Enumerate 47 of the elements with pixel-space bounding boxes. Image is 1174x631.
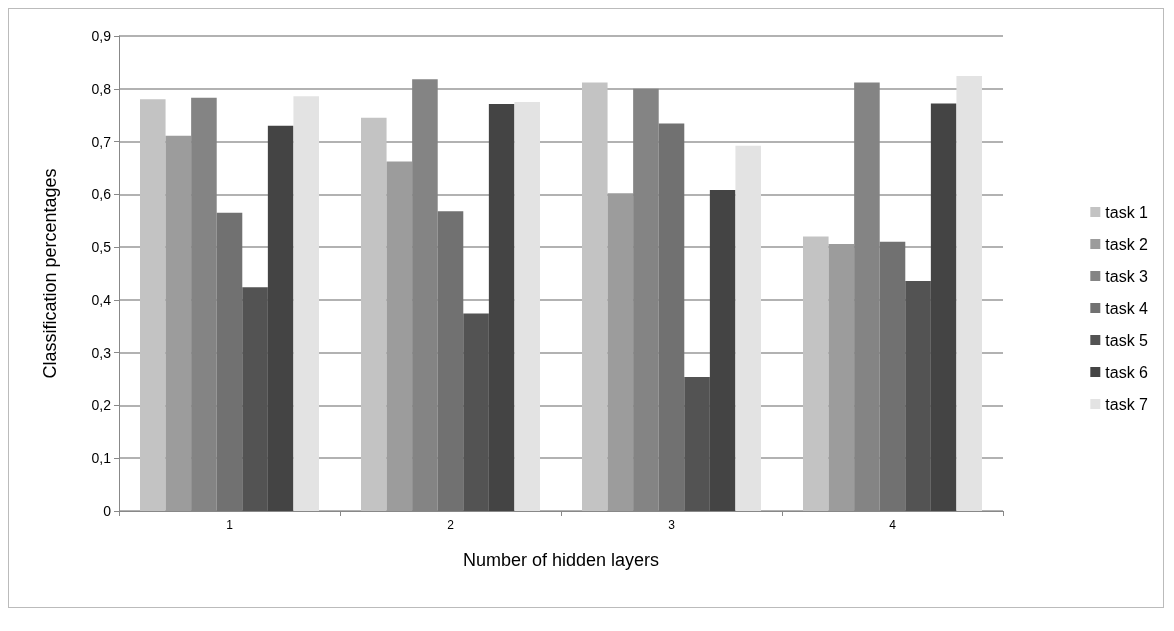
bar: [709, 190, 736, 511]
legend-label: task 5: [1105, 331, 1149, 349]
bar: [658, 123, 685, 511]
y-axis-title: Classification percentages: [40, 168, 60, 379]
y-tick-label: 0: [103, 503, 112, 519]
y-tick-label: 0,9: [91, 28, 112, 44]
bar: [879, 241, 906, 511]
bar: [488, 104, 515, 511]
bar: [293, 96, 320, 511]
bar: [582, 82, 608, 511]
bar: [463, 313, 489, 511]
bar: [140, 99, 166, 511]
bar: [514, 101, 541, 511]
bar: [905, 280, 931, 511]
x-tick-label: 4: [889, 518, 897, 532]
bar: [956, 76, 983, 511]
legend-label: task 3: [1105, 267, 1149, 285]
y-tick-label: 0,1: [91, 450, 112, 467]
x-tick-label: 2: [447, 518, 455, 532]
bar: [607, 193, 634, 511]
bar: [735, 145, 762, 511]
x-tick-label: 3: [668, 518, 676, 532]
bar: [242, 287, 268, 511]
bar: [165, 135, 192, 511]
bar: [267, 125, 294, 511]
bar: [361, 117, 387, 511]
bar: [930, 103, 957, 511]
y-tick-label: 0,6: [91, 186, 112, 203]
y-tick-label: 0,8: [91, 80, 112, 97]
legend-label: task 4: [1105, 299, 1149, 317]
y-tick-label: 0,4: [91, 291, 112, 308]
y-tick-label: 0,7: [91, 133, 112, 150]
legend-label: task 1: [1105, 203, 1149, 221]
x-tick-label: 1: [226, 518, 234, 532]
bar: [216, 212, 243, 511]
bar: [684, 376, 710, 511]
bar: [386, 161, 413, 511]
y-tick-label: 0,2: [91, 397, 112, 414]
legend-label: task 6: [1105, 363, 1149, 381]
legend-label: task 7: [1105, 395, 1149, 413]
bar: [437, 211, 464, 511]
x-axis-title: Number of hidden layers: [462, 550, 660, 570]
bar: [828, 243, 855, 511]
bar: [803, 236, 829, 511]
y-tick-label: 0,3: [91, 344, 112, 361]
y-tick-label: 0,5: [91, 239, 112, 256]
legend-label: task 2: [1105, 235, 1149, 253]
